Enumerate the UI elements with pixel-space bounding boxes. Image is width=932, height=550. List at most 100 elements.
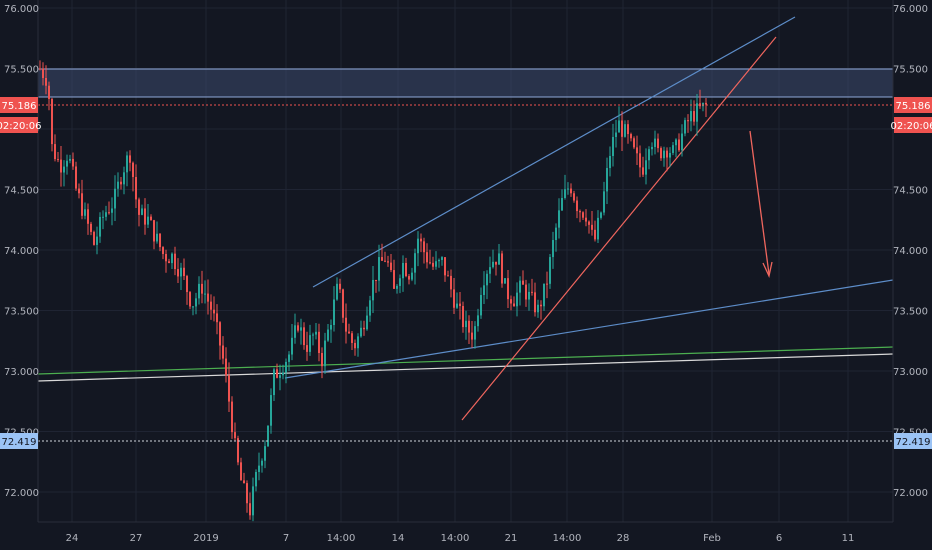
candle-body [651,146,653,150]
candle-body [444,257,446,276]
candle-body [63,166,65,173]
price-levels [38,104,893,442]
candle-body [345,317,347,332]
candle-body [285,361,287,373]
candle-body [693,111,695,122]
candle-body [312,334,314,336]
green-support-line[interactable] [37,346,894,375]
y-tick-label-right: 75.500 [893,65,928,76]
forecast-arrow-head [762,261,773,279]
candle-body [135,177,137,200]
x-tick-label: 27 [130,533,143,544]
svg-text:02:20:06: 02:20:06 [891,121,932,132]
price-label-right: 75.186 [894,97,932,113]
candle-body [534,292,536,313]
candle-body [495,261,497,265]
candle-body [456,303,458,308]
candle-body [408,276,410,280]
candle-body [549,257,551,284]
candle-body [66,160,68,167]
candle-body [150,216,152,221]
candle-body [273,369,275,396]
candle-body [438,259,440,262]
candle-body [636,147,638,154]
candle-body [624,124,626,137]
candle-body [429,262,431,264]
candle-body [633,138,635,148]
candles [39,60,707,522]
forecast-arrow-shaft [749,130,770,275]
candle-body [195,298,197,307]
candle-body [339,283,341,290]
candle-body [696,103,698,122]
candle-body [336,283,338,300]
candle-body [84,209,86,216]
candle-body [228,375,230,402]
white-support-line[interactable] [37,353,894,382]
candle-body [387,261,389,263]
candle-body [570,188,572,194]
candle-body [660,148,662,159]
candle-body [99,216,101,237]
candle-body [111,208,113,213]
candle-body [174,253,176,270]
candle-body [270,395,272,426]
candle-body [567,188,569,190]
candle-body [417,238,419,254]
candle-body [354,342,356,349]
candle-body [189,292,191,307]
candle-body [675,139,677,146]
candle-body [612,136,614,157]
candle-body [426,252,428,263]
candle-body [81,193,83,216]
candle-body [492,261,494,268]
trend-lines[interactable] [37,16,894,421]
candle-body [303,327,305,346]
candle-body [462,306,464,328]
candle-body [171,253,173,264]
candle-body [585,217,587,222]
candle-body [57,159,59,161]
candle-body [45,77,47,86]
candle-body [162,247,164,255]
blue-channel-upper-line[interactable] [312,16,796,288]
candle-body [114,188,116,209]
candle-body [240,462,242,481]
candle-body [684,120,686,134]
candle-body [309,335,311,352]
candle-body [246,483,248,504]
candle-body [519,280,521,293]
candle-body [678,139,680,151]
x-axis[interactable]: 24 27 2019 7 14:00 14 14:00 21 14:00 28 Feb 6 11 [66,533,855,544]
candle-body [261,460,263,466]
candle-body [222,345,224,359]
candle-body [333,299,335,326]
candle-body [435,261,437,267]
candle-body [432,262,434,267]
svg-text:72.419: 72.419 [2,437,37,448]
candle-body [552,240,554,258]
candle-body [414,253,416,273]
candle-body [288,354,290,362]
x-tick-label: 11 [842,533,855,544]
candle-body [318,331,320,354]
x-tick-label: 14 [392,533,405,544]
candle-body [681,133,683,151]
blue-lower-trendline[interactable] [284,279,894,379]
candle-body [51,98,53,145]
candle-body [348,331,350,334]
countdown-label-left: 02:20:06 [0,117,41,133]
y-tick-label-left: 76.000 [4,4,39,15]
x-tick-label: 14:00 [327,533,356,544]
candle-body [558,210,560,228]
candle-body [198,283,200,299]
candle-body [543,283,545,307]
candle-body [555,227,557,241]
candle-body [48,85,50,99]
candle-body [654,138,656,147]
red-rising-trendline[interactable] [461,36,777,421]
candle-body [441,257,443,260]
candle-body [663,150,665,159]
candle-body [615,132,617,137]
